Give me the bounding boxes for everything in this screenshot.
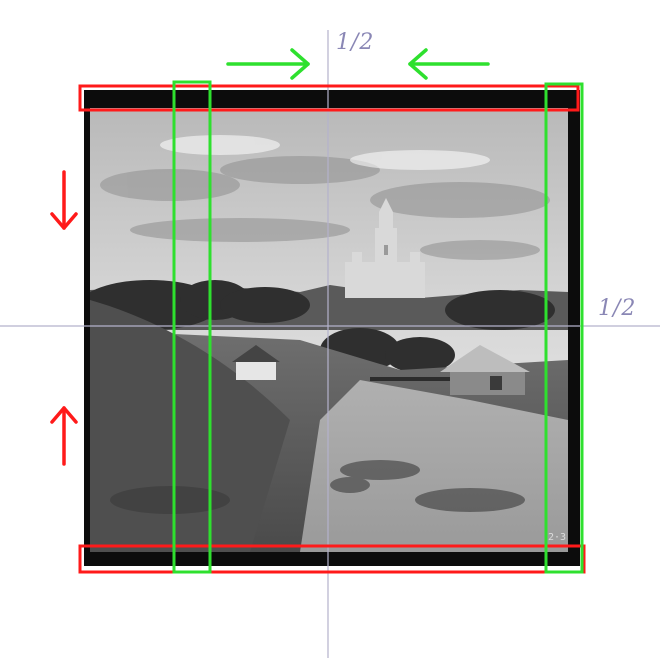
top-crop-band xyxy=(78,84,580,112)
horizontal-crop-bands xyxy=(78,84,586,574)
clouds xyxy=(100,156,550,260)
right-half-label: 1/2 xyxy=(598,296,637,321)
left-house xyxy=(232,345,280,380)
svg-text:2·3: 2·3 xyxy=(548,532,566,543)
left-crop-band xyxy=(172,80,212,574)
up-arrow-icon xyxy=(50,406,78,466)
right-arrow-icon xyxy=(226,48,310,80)
right-house xyxy=(440,345,530,395)
top-half-label: 1/2 xyxy=(336,30,375,55)
right-crop-band xyxy=(544,82,584,574)
vertical-crop-bands xyxy=(172,80,584,574)
midline-guides xyxy=(0,30,660,658)
photograph: 2·3 xyxy=(84,90,580,566)
down-arrow-icon xyxy=(50,170,78,230)
bottom-crop-band xyxy=(78,544,586,574)
left-arrow-icon xyxy=(408,48,490,80)
church xyxy=(345,198,425,298)
